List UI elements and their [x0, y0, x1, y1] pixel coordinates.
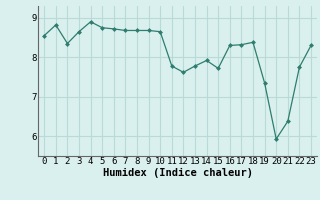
X-axis label: Humidex (Indice chaleur): Humidex (Indice chaleur): [103, 168, 252, 178]
